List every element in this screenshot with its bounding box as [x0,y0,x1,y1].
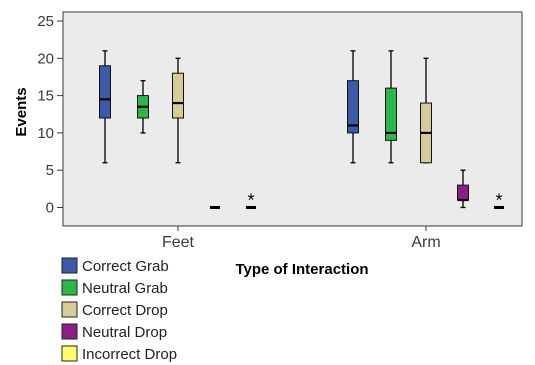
y-tick-label: 15 [37,88,54,105]
legend-label: Incorrect Drop [82,346,177,363]
x-axis: Feet Arm [162,226,441,251]
legend-item: Incorrect Drop [62,346,177,363]
y-axis-title: Events [13,87,30,136]
outlier-marker: * [247,191,254,211]
y-tick-label: 25 [37,13,54,30]
y-tick-label: 0 [46,200,54,217]
legend-swatch [62,324,77,339]
legend-label: Correct Drop [82,302,168,319]
x-tick-label: Feet [162,234,195,251]
box-incorrect-drop-arm: * [494,191,504,211]
legend-swatch [62,258,77,273]
box-iqr [173,73,184,118]
box-iqr [458,185,469,200]
legend-swatch [62,280,77,295]
y-tick-label: 5 [46,162,54,179]
legend-label: Neutral Grab [82,280,168,297]
y-axis: 0 5 10 15 20 25 [37,13,63,217]
legend-label: Correct Grab [82,258,169,275]
legend-label: Neutral Drop [82,324,167,341]
legend-swatch [62,302,77,317]
legend-item: Neutral Drop [62,324,167,341]
plot-area [63,12,522,226]
legend-swatch [62,346,77,361]
legend-item: Neutral Grab [62,280,168,297]
legend: Correct Grab Neutral Grab Correct Drop Neut… [62,258,177,363]
x-tick-label: Arm [411,234,440,251]
box-iqr [100,66,111,118]
outlier-marker: * [495,191,502,211]
y-tick-label: 20 [37,50,54,67]
y-tick-label: 10 [37,125,54,142]
legend-item: Correct Drop [62,302,168,319]
box-incorrect-drop-feet: * [246,191,256,211]
legend-item: Correct Grab [62,258,169,275]
x-axis-title: Type of Interaction [235,261,368,278]
